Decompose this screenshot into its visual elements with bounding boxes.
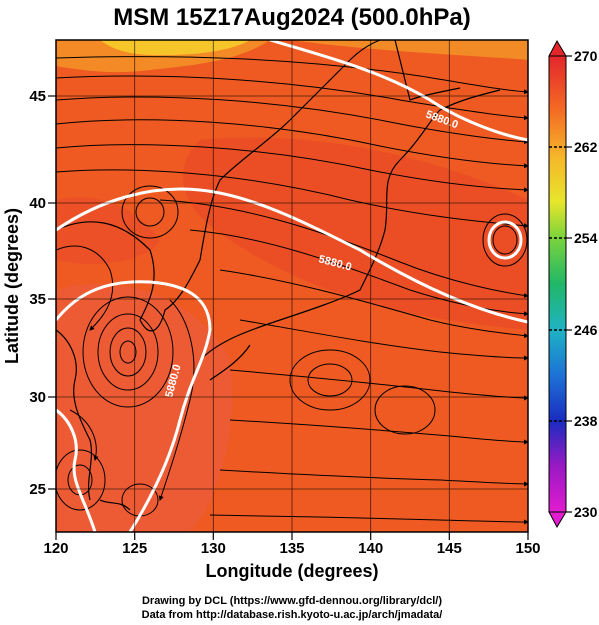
colorbar — [548, 39, 572, 529]
y-tick-label: 25 — [29, 481, 46, 498]
x-tick-label: 135 — [279, 540, 304, 557]
wind-streamlines — [56, 56, 528, 525]
x-tick-label: 130 — [201, 540, 226, 557]
x-tick-labels: 120 125 130 135 140 145 150 — [43, 540, 540, 557]
colorbar-labels: 270 262 254 246 238 230 — [574, 48, 598, 520]
x-tick-label: 145 — [437, 540, 462, 557]
colorbar-label: 262 — [574, 139, 598, 155]
colorbar-label: 230 — [574, 504, 598, 520]
colorbar-label: 238 — [574, 413, 598, 429]
y-axis — [48, 95, 56, 490]
y-tick-label: 40 — [29, 195, 46, 212]
colorbar-label: 270 — [574, 48, 598, 64]
y-axis-title: Latitude (degrees) — [2, 208, 22, 364]
x-tick-label: 150 — [515, 540, 540, 557]
credit-line: Drawing by DCL (https://www.gfd-dennou.o… — [142, 595, 442, 607]
x-axis-title: Longitude (degrees) — [205, 561, 378, 581]
x-tick-label: 140 — [358, 540, 383, 557]
y-tick-labels: 45 40 35 30 25 — [29, 88, 46, 498]
x-axis — [55, 532, 529, 540]
gridlines — [56, 40, 528, 532]
y-tick-label: 45 — [29, 88, 46, 105]
colorbar-label: 254 — [574, 230, 598, 246]
y-tick-label: 35 — [29, 291, 46, 308]
height-contours — [56, 40, 528, 532]
coastlines — [56, 40, 501, 511]
colorbar-label: 246 — [574, 322, 598, 338]
y-tick-label: 30 — [29, 389, 46, 406]
x-tick-label: 120 — [43, 540, 68, 557]
chart-title: MSM 15Z17Aug2024 (500.0hPa) — [113, 4, 470, 31]
x-tick-label: 125 — [122, 540, 147, 557]
credit-line: Data from http://database.rish.kyoto-u.a… — [142, 609, 443, 621]
